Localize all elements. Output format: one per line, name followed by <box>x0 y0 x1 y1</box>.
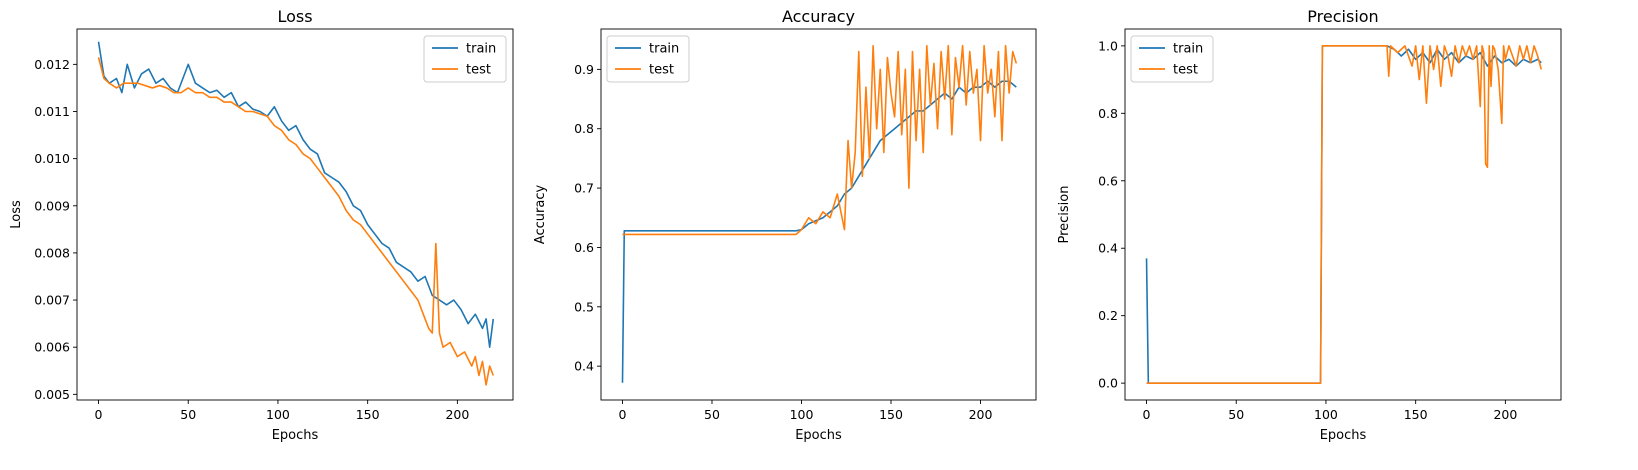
y-tick-label: 0.007 <box>34 293 70 308</box>
y-axis-label: Loss <box>9 200 24 229</box>
y-tick-label: 0.9 <box>574 62 594 77</box>
legend-label-test: test <box>466 63 491 78</box>
y-tick-label: 0.010 <box>34 151 70 166</box>
y-tick-label: 0.4 <box>574 359 594 374</box>
legend-label-test: test <box>649 63 674 78</box>
legend: train test <box>423 35 507 83</box>
chart-title: Accuracy <box>782 7 855 26</box>
series-line-test <box>97 57 495 386</box>
y-tick-label: 0.012 <box>34 57 70 72</box>
x-tick-label: 200 <box>969 407 993 422</box>
chart-panel-loss: 0 50 100 150 200 0.005 0.006 0.007 0.008 0.009 0.0… <box>9 7 514 443</box>
x-tick-label: 200 <box>1493 407 1517 422</box>
series-line-test <box>622 44 1018 236</box>
plot-frame <box>76 28 514 401</box>
y-tick-label: 0.006 <box>34 340 70 355</box>
legend-label-test: test <box>1173 63 1198 78</box>
y-tick-label: 0.4 <box>1098 241 1118 256</box>
x-tick-label: 0 <box>619 407 627 422</box>
y-tick-label: 0.6 <box>1098 173 1118 188</box>
y-tick-label: 0.5 <box>574 299 594 314</box>
x-tick-label: 50 <box>180 407 196 422</box>
y-axis-label: Precision <box>1057 185 1072 243</box>
y-tick-label: 0.008 <box>34 245 70 260</box>
x-tick-label: 150 <box>356 407 380 422</box>
x-tick-label: 100 <box>266 407 290 422</box>
y-tick-label: 0.009 <box>34 198 70 213</box>
x-tick-label: 100 <box>790 407 814 422</box>
chart-title: Loss <box>277 7 312 26</box>
y-axis-label: Accuracy <box>533 185 548 245</box>
x-tick-label: 50 <box>1228 407 1244 422</box>
series-line-train <box>97 41 495 349</box>
x-axis-label: Epochs <box>795 428 842 443</box>
series-line-train <box>621 80 1017 383</box>
legend-label-train: train <box>649 42 679 57</box>
x-axis-label: Epochs <box>1320 428 1367 443</box>
chart-panel-precision: 0 50 100 150 200 0.0 0.2 0.4 0.6 0.8 1.0 Precision E… <box>1057 7 1562 443</box>
series-line-train <box>1145 45 1542 384</box>
y-tick-label: 0.8 <box>574 121 594 136</box>
y-tick-label: 1.0 <box>1098 38 1118 53</box>
series-line-test <box>1146 45 1543 384</box>
x-tick-label: 150 <box>1404 407 1428 422</box>
y-tick-label: 0.0 <box>1098 376 1118 391</box>
y-tick-label: 0.005 <box>34 387 70 402</box>
y-tick-label: 0.6 <box>574 240 594 255</box>
x-tick-label: 100 <box>1314 407 1338 422</box>
x-tick-label: 200 <box>445 407 469 422</box>
plot-frame <box>600 28 1037 401</box>
plot-frame <box>1124 28 1562 401</box>
legend: train test <box>1130 35 1214 83</box>
x-axis-label: Epochs <box>272 428 319 443</box>
legend-label-train: train <box>1173 42 1203 57</box>
legend: train test <box>606 35 690 83</box>
y-tick-label: 0.7 <box>574 181 594 196</box>
legend-label-train: train <box>466 42 496 57</box>
x-tick-label: 50 <box>704 407 720 422</box>
y-tick-label: 0.2 <box>1098 308 1118 323</box>
y-tick-label: 0.8 <box>1098 106 1118 121</box>
chart-title: Precision <box>1307 7 1378 26</box>
x-tick-label: 0 <box>1143 407 1151 422</box>
x-tick-label: 0 <box>95 407 103 422</box>
x-tick-label: 150 <box>879 407 903 422</box>
chart-panel-accuracy: 0 50 100 150 200 0.4 0.5 0.6 0.7 0.8 0.9 Accuracy Ep… <box>533 7 1037 443</box>
y-tick-label: 0.011 <box>34 104 70 119</box>
